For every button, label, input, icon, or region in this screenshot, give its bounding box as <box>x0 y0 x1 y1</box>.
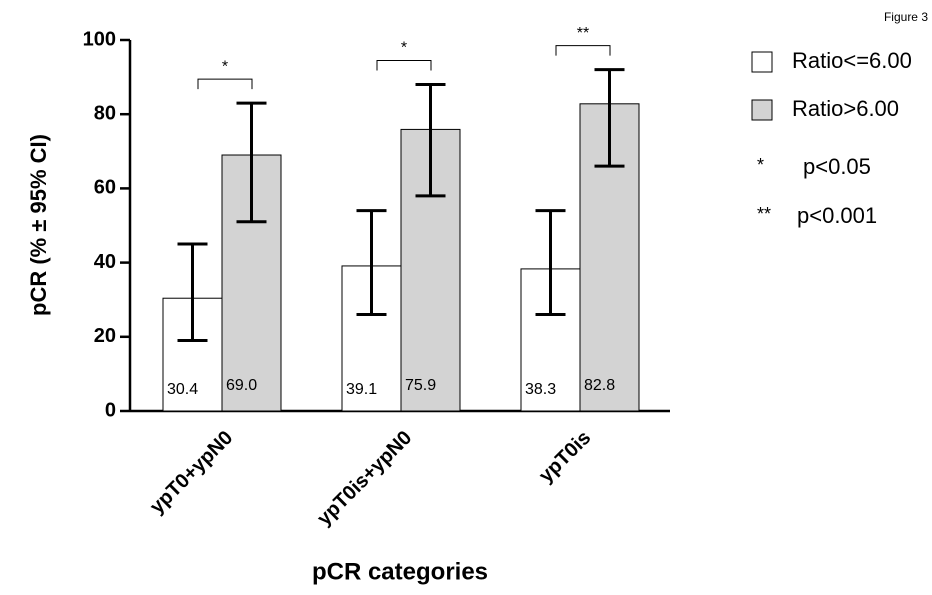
note-symbol: * <box>757 155 764 175</box>
note-text: p<0.05 <box>803 154 871 179</box>
error-bar <box>236 101 267 224</box>
value-label: 38.3 <box>525 381 556 398</box>
legend-swatch <box>751 99 773 121</box>
x-tick-label: ypT0is <box>535 427 595 487</box>
value-label: 69.0 <box>226 377 257 394</box>
y-tick-label: 0 <box>105 399 116 421</box>
y-tick-label: 20 <box>94 325 116 347</box>
value-label: 75.9 <box>405 377 436 394</box>
error-bar <box>356 209 387 317</box>
significance-label: * <box>222 58 228 75</box>
figure-label: Figure 3 <box>884 10 928 24</box>
note-text: p<0.001 <box>797 203 877 228</box>
significance-bracket <box>197 78 253 90</box>
legend-label: Ratio<=6.00 <box>792 48 912 73</box>
error-bar <box>594 68 625 168</box>
error-bar <box>177 242 208 343</box>
value-label: 39.1 <box>346 381 377 398</box>
value-label: 82.8 <box>584 377 615 394</box>
significance-label: * <box>401 40 407 57</box>
y-axis-title: pCR (% ± 95% CI) <box>26 134 51 316</box>
x-axis-title: pCR categories <box>312 558 488 585</box>
y-tick-label: 40 <box>94 251 116 273</box>
y-tick-label: 100 <box>83 28 116 50</box>
significance-label: ** <box>577 25 589 42</box>
x-tick-label: ypT0+ypN0 <box>146 427 237 518</box>
legend-label: Ratio>6.00 <box>792 96 899 121</box>
significance-bracket <box>555 45 611 56</box>
legend-swatch <box>751 51 773 73</box>
error-bar <box>535 209 566 317</box>
note-symbol: ** <box>757 204 771 224</box>
value-label: 30.4 <box>167 381 198 398</box>
error-bar <box>415 83 446 198</box>
x-tick-label: ypT0is+ypN0 <box>313 427 416 530</box>
y-tick-label: 60 <box>94 177 116 199</box>
significance-bracket <box>376 60 432 71</box>
y-tick-label: 80 <box>94 102 116 124</box>
